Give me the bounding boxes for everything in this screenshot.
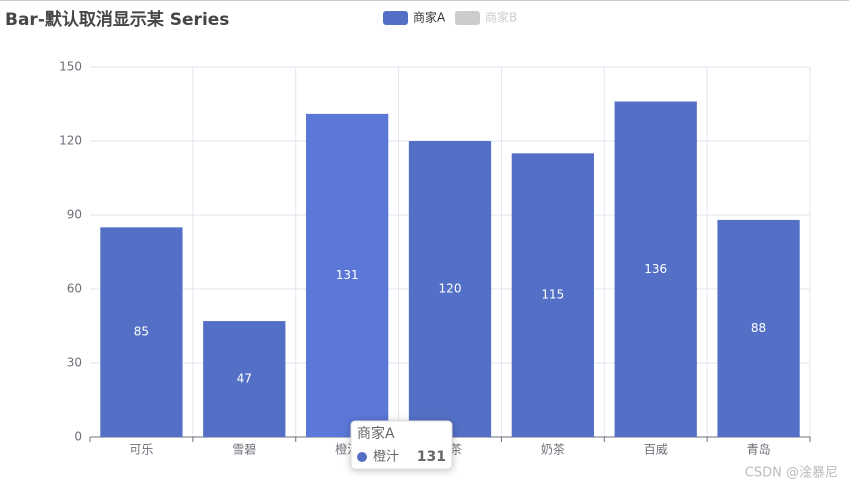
legend-swatch[interactable] — [383, 11, 408, 25]
x-tick-label: 可乐 — [129, 443, 153, 457]
tooltip-box — [350, 420, 453, 470]
legend-swatch[interactable] — [455, 11, 480, 25]
legend-label[interactable]: 商家B — [485, 10, 517, 25]
y-tick-label: 120 — [59, 134, 82, 148]
tooltip-category: 橙汁 — [373, 450, 399, 465]
data-label: 131 — [336, 268, 359, 282]
x-tick-label: 青岛 — [747, 442, 771, 457]
chart-title: Bar-默认取消显示某 Series — [5, 9, 229, 30]
x-tick-label: 雪碧 — [232, 443, 256, 457]
bar — [408, 141, 492, 437]
data-label: 85 — [134, 325, 149, 339]
tooltip: 商家A 橙汁 131 — [350, 420, 453, 470]
bar — [100, 227, 183, 437]
data-label: 115 — [541, 288, 564, 302]
bar — [306, 113, 389, 437]
x-tick-label: 百威 — [644, 443, 668, 457]
data-label: 47 — [237, 372, 252, 386]
data-label: 136 — [644, 262, 667, 276]
watermark: CSDN @淦暴尼 — [745, 465, 838, 481]
x-tick-label: 奶茶 — [541, 442, 565, 457]
tooltip-value: 131 — [417, 449, 446, 465]
bar — [203, 321, 286, 437]
bar — [717, 219, 800, 437]
bar — [614, 101, 697, 438]
bar — [511, 153, 594, 438]
y-tick-label: 30 — [67, 356, 82, 370]
tooltip-title: 商家A — [357, 425, 395, 442]
y-tick-label: 0 — [74, 430, 82, 444]
y-tick-label: 60 — [67, 282, 82, 296]
data-label: 88 — [751, 321, 766, 335]
y-tick-label: 150 — [59, 60, 82, 74]
tooltip-marker — [357, 452, 367, 462]
y-tick-label: 90 — [67, 208, 82, 222]
legend-label[interactable]: 商家A — [413, 10, 446, 25]
data-label: 120 — [439, 282, 462, 296]
